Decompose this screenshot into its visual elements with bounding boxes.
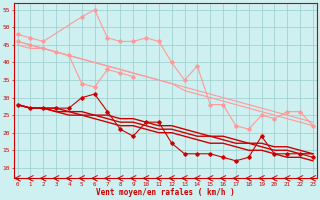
X-axis label: Vent moyen/en rafales ( km/h ): Vent moyen/en rafales ( km/h ) (96, 188, 235, 197)
